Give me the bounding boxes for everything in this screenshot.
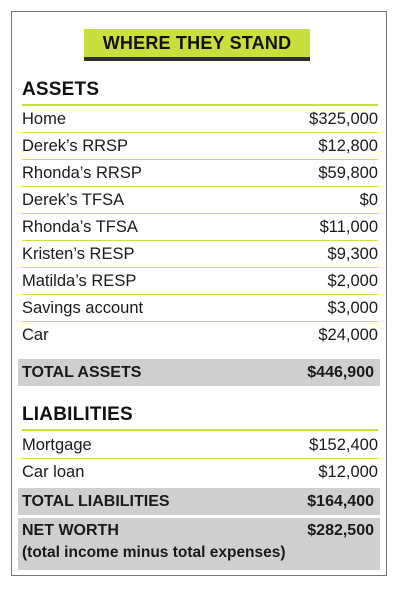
assets-divider: [22, 104, 378, 106]
asset-row-home: Home $325,000: [22, 106, 378, 133]
page-title: WHERE THEY STAND: [102, 32, 292, 53]
row-label: Rhonda’s RRSP: [22, 163, 142, 182]
asset-row-kristen-resp: Kristen’s RESP $9,300: [22, 241, 378, 268]
net-worth-amount: $282,500: [307, 522, 374, 539]
row-label: Home: [22, 109, 67, 128]
total-liabilities-label: TOTAL LIABILITIES: [22, 492, 170, 510]
liability-row-mortgage: Mortgage $152,400: [22, 432, 378, 459]
row-amount: $11,000: [319, 217, 378, 236]
row-amount: $12,000: [318, 463, 378, 481]
liabilities-heading: LIABILITIES: [22, 404, 133, 425]
total-liabilities-row: TOTAL LIABILITIES $164,400: [18, 488, 380, 515]
net-worth-row: NET WORTH $282,500 (total income minus t…: [18, 518, 380, 570]
asset-row-rhonda-rrsp: Rhonda’s RRSP $59,800: [22, 160, 378, 187]
asset-row-car: Car $24,000: [22, 322, 378, 349]
total-assets-row: TOTAL ASSETS $446,900: [18, 359, 380, 386]
row-label: Kristen’s RESP: [22, 244, 135, 263]
row-label: Derek’s TFSA: [22, 190, 125, 209]
net-worth-label: NET WORTH: [22, 522, 119, 539]
row-label: Savings account: [22, 298, 144, 317]
row-amount: $152,400: [309, 435, 378, 454]
row-amount: $2,000: [327, 271, 378, 290]
row-label: Car: [22, 326, 49, 344]
row-amount: $12,800: [318, 136, 378, 155]
total-liabilities-amount: $164,400: [307, 492, 374, 510]
row-label: Derek’s RRSP: [22, 136, 129, 155]
asset-row-derek-rrsp: Derek’s RRSP $12,800: [22, 133, 378, 160]
liabilities-divider: [22, 429, 378, 431]
row-amount: $0: [359, 190, 378, 209]
assets-heading: ASSETS: [22, 79, 100, 100]
row-label: Rhonda’s TFSA: [22, 217, 138, 236]
asset-row-matilda-resp: Matilda’s RESP $2,000: [22, 268, 378, 295]
asset-row-rhonda-tfsa: Rhonda’s TFSA $11,000: [22, 214, 378, 241]
row-amount: $59,800: [318, 163, 378, 182]
title-banner: WHERE THEY STAND: [84, 29, 310, 61]
net-worth-note: (total income minus total expenses): [22, 544, 286, 561]
row-label: Matilda’s RESP: [22, 271, 137, 290]
liability-row-car-loan: Car loan $12,000: [22, 459, 378, 486]
asset-row-savings-account: Savings account $3,000: [22, 295, 378, 322]
row-amount: $24,000: [318, 326, 378, 344]
row-amount: $9,300: [327, 244, 378, 263]
row-label: Mortgage: [22, 435, 92, 454]
total-assets-label: TOTAL ASSETS: [22, 363, 142, 381]
row-label: Car loan: [22, 463, 85, 481]
row-amount: $3,000: [327, 298, 378, 317]
asset-row-derek-tfsa: Derek’s TFSA $0: [22, 187, 378, 214]
total-assets-amount: $446,900: [307, 363, 374, 381]
row-amount: $325,000: [309, 109, 378, 128]
